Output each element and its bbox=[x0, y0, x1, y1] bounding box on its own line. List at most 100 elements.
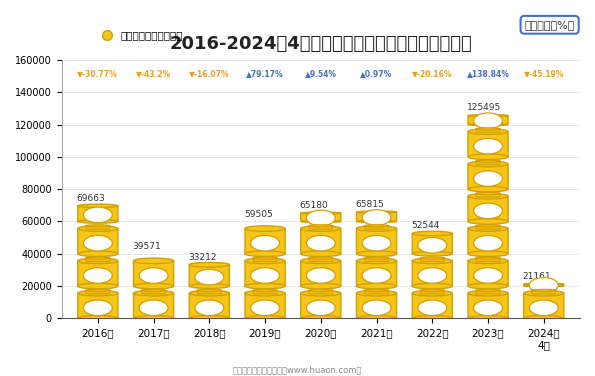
FancyBboxPatch shape bbox=[86, 258, 109, 261]
Ellipse shape bbox=[250, 300, 280, 315]
Ellipse shape bbox=[300, 258, 341, 264]
Ellipse shape bbox=[468, 283, 508, 289]
Ellipse shape bbox=[86, 290, 110, 291]
FancyBboxPatch shape bbox=[524, 293, 564, 318]
Ellipse shape bbox=[474, 113, 502, 129]
Ellipse shape bbox=[139, 300, 168, 315]
Title: 2016-2024年4月郑州商品交易所白糖期货成交金额: 2016-2024年4月郑州商品交易所白糖期货成交金额 bbox=[170, 35, 472, 53]
Ellipse shape bbox=[83, 268, 112, 283]
Ellipse shape bbox=[306, 300, 335, 315]
Ellipse shape bbox=[141, 290, 166, 291]
Text: ▲9.54%: ▲9.54% bbox=[305, 69, 337, 78]
Ellipse shape bbox=[412, 283, 452, 289]
FancyBboxPatch shape bbox=[198, 290, 221, 294]
FancyBboxPatch shape bbox=[421, 290, 444, 294]
FancyBboxPatch shape bbox=[477, 290, 500, 294]
FancyBboxPatch shape bbox=[412, 261, 452, 286]
FancyBboxPatch shape bbox=[253, 258, 277, 261]
Text: 125495: 125495 bbox=[467, 103, 501, 112]
FancyBboxPatch shape bbox=[78, 293, 118, 318]
Ellipse shape bbox=[139, 268, 168, 283]
FancyBboxPatch shape bbox=[532, 290, 555, 294]
FancyBboxPatch shape bbox=[245, 229, 285, 254]
Ellipse shape bbox=[412, 231, 452, 236]
Ellipse shape bbox=[475, 128, 500, 130]
Ellipse shape bbox=[245, 258, 285, 264]
Text: 65815: 65815 bbox=[355, 200, 384, 209]
FancyBboxPatch shape bbox=[524, 284, 564, 286]
FancyBboxPatch shape bbox=[142, 290, 165, 294]
Ellipse shape bbox=[308, 225, 333, 227]
Ellipse shape bbox=[468, 154, 508, 159]
Ellipse shape bbox=[133, 315, 174, 321]
FancyBboxPatch shape bbox=[133, 293, 174, 318]
FancyBboxPatch shape bbox=[86, 226, 109, 229]
Ellipse shape bbox=[475, 225, 500, 227]
FancyBboxPatch shape bbox=[468, 229, 508, 254]
FancyBboxPatch shape bbox=[78, 229, 118, 254]
Ellipse shape bbox=[468, 226, 508, 231]
Text: 制图：华经产业研究院（www.huaon.com）: 制图：华经产业研究院（www.huaon.com） bbox=[233, 365, 362, 374]
FancyBboxPatch shape bbox=[412, 233, 452, 254]
Ellipse shape bbox=[468, 290, 508, 296]
Text: 52544: 52544 bbox=[411, 221, 440, 230]
Ellipse shape bbox=[420, 257, 444, 259]
FancyBboxPatch shape bbox=[133, 261, 174, 286]
Ellipse shape bbox=[306, 268, 335, 283]
Ellipse shape bbox=[531, 290, 556, 291]
Ellipse shape bbox=[245, 283, 285, 289]
Text: ▲138.84%: ▲138.84% bbox=[466, 69, 509, 78]
Ellipse shape bbox=[300, 315, 341, 321]
Ellipse shape bbox=[420, 290, 444, 291]
Ellipse shape bbox=[78, 290, 118, 296]
FancyBboxPatch shape bbox=[356, 212, 397, 221]
FancyBboxPatch shape bbox=[468, 293, 508, 318]
Ellipse shape bbox=[133, 283, 174, 289]
Text: 59505: 59505 bbox=[244, 210, 273, 219]
Ellipse shape bbox=[468, 124, 508, 126]
Ellipse shape bbox=[356, 226, 397, 231]
FancyBboxPatch shape bbox=[356, 229, 397, 254]
Ellipse shape bbox=[356, 290, 397, 296]
Text: 33212: 33212 bbox=[188, 253, 217, 261]
Ellipse shape bbox=[468, 115, 508, 117]
Ellipse shape bbox=[78, 258, 118, 264]
Ellipse shape bbox=[78, 283, 118, 289]
FancyBboxPatch shape bbox=[477, 129, 500, 132]
FancyBboxPatch shape bbox=[253, 290, 277, 294]
Ellipse shape bbox=[245, 290, 285, 296]
Text: ▼-16.07%: ▼-16.07% bbox=[189, 69, 230, 78]
Ellipse shape bbox=[468, 186, 508, 192]
FancyBboxPatch shape bbox=[300, 229, 341, 254]
Ellipse shape bbox=[468, 219, 508, 224]
Ellipse shape bbox=[253, 257, 277, 259]
Ellipse shape bbox=[245, 226, 285, 231]
Ellipse shape bbox=[78, 220, 118, 223]
Ellipse shape bbox=[362, 300, 391, 315]
Ellipse shape bbox=[189, 315, 230, 321]
Text: ▼-43.2%: ▼-43.2% bbox=[136, 69, 171, 78]
Ellipse shape bbox=[189, 290, 230, 296]
FancyBboxPatch shape bbox=[468, 164, 508, 189]
FancyBboxPatch shape bbox=[300, 261, 341, 286]
Ellipse shape bbox=[468, 194, 508, 199]
Ellipse shape bbox=[83, 235, 112, 251]
Text: ▲79.17%: ▲79.17% bbox=[246, 69, 284, 78]
FancyBboxPatch shape bbox=[309, 258, 333, 261]
Ellipse shape bbox=[412, 290, 452, 296]
Ellipse shape bbox=[362, 235, 391, 251]
Ellipse shape bbox=[468, 258, 508, 264]
FancyBboxPatch shape bbox=[421, 258, 444, 261]
FancyBboxPatch shape bbox=[356, 293, 397, 318]
FancyBboxPatch shape bbox=[477, 258, 500, 261]
Ellipse shape bbox=[189, 284, 230, 288]
FancyBboxPatch shape bbox=[189, 293, 230, 318]
Ellipse shape bbox=[133, 290, 174, 296]
Ellipse shape bbox=[524, 290, 564, 296]
Ellipse shape bbox=[474, 171, 502, 186]
FancyBboxPatch shape bbox=[365, 226, 388, 229]
FancyBboxPatch shape bbox=[78, 261, 118, 286]
Ellipse shape bbox=[306, 210, 335, 226]
Ellipse shape bbox=[475, 160, 500, 162]
FancyBboxPatch shape bbox=[468, 116, 508, 124]
